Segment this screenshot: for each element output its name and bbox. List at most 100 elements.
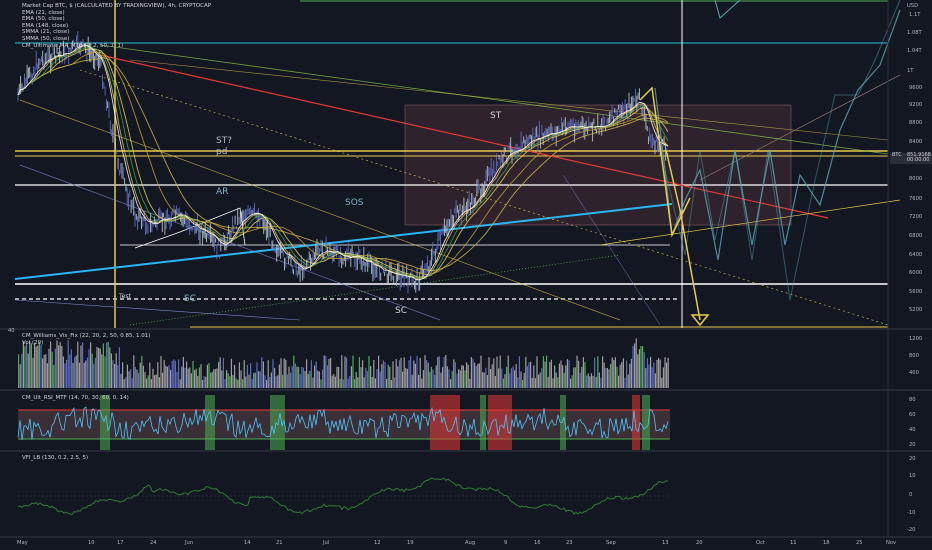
volume-bar <box>558 363 560 388</box>
red-resistance-trendline <box>99 54 829 219</box>
volume-bar <box>627 374 629 388</box>
volume-bar <box>302 367 304 388</box>
legend-line-6[interactable]: CM_Ultimate_MA_MTF (1, 2, 50, 7, 1) <box>22 42 124 49</box>
volume-bar <box>218 362 220 388</box>
volume-bar <box>26 342 28 388</box>
volume-bar <box>240 370 242 388</box>
volume-bar <box>650 356 652 388</box>
volume-bar <box>318 371 320 388</box>
volume-bar <box>491 364 493 388</box>
volume-bar <box>208 362 210 388</box>
time-tick: 23 <box>566 540 573 546</box>
volume-bar <box>278 364 280 388</box>
rsi-signal-bar <box>205 395 215 450</box>
volume-bar <box>317 370 319 388</box>
volume-bar <box>142 365 144 388</box>
volume-bar <box>435 365 437 388</box>
volume-bar <box>325 356 327 388</box>
time-tick: 20 <box>696 540 703 546</box>
volume-bar <box>595 376 597 388</box>
volume-bar <box>488 357 490 388</box>
volume-bar <box>222 357 224 388</box>
volume-bar <box>634 343 636 388</box>
price-axis-currency[interactable]: USD <box>907 3 919 9</box>
vixfix-label[interactable]: CM_Williams_Vix_Fix (22, 20, 2, 50, 0.85… <box>22 333 151 339</box>
time-tick: 9 <box>504 540 508 546</box>
volume-bar <box>118 347 120 388</box>
volume-bar <box>227 373 229 388</box>
volume-bar <box>258 371 260 388</box>
volume-bar <box>267 360 269 388</box>
volume-label[interactable]: Vol (20) <box>22 340 44 346</box>
volume-bar <box>18 354 20 388</box>
moving-averages <box>17 44 669 281</box>
volume-bar <box>280 358 282 388</box>
legend-line-4[interactable]: SMMA (21, close) <box>22 29 70 36</box>
volume-bar <box>470 357 472 388</box>
label-pd: pd <box>216 147 227 157</box>
volume-bar <box>626 360 628 388</box>
label-sc-2: SC <box>395 306 407 316</box>
volume-bar <box>414 363 416 388</box>
volume-bar <box>434 375 436 388</box>
volume-bar <box>30 343 32 388</box>
legend-title[interactable]: Market Cap BTC, $ (CALCULATED BY TRADING… <box>22 3 212 9</box>
volume-bar <box>109 347 111 388</box>
volume-bar <box>152 368 154 388</box>
projection-yellow-1 <box>639 86 691 238</box>
time-tick: 17 <box>117 540 124 546</box>
volume-bar <box>395 359 397 388</box>
yellow-channel-line-1 <box>129 59 889 141</box>
volume-bar <box>314 365 316 388</box>
volume-bar <box>603 362 605 388</box>
volume-bar <box>194 370 196 388</box>
volume-bar <box>379 371 381 388</box>
volume-bar <box>422 370 424 388</box>
volume-bar <box>254 372 256 388</box>
volume-bar <box>590 373 592 388</box>
volume-bar <box>66 360 68 388</box>
volume-bar <box>421 378 423 388</box>
volume-bar <box>106 342 108 388</box>
current-price-tag[interactable]: BTC 851.9168 00:00:00 <box>890 152 932 164</box>
volume-bar <box>138 372 140 388</box>
legend-line-1[interactable]: EMA (21, close) <box>22 9 65 16</box>
volume-bar <box>523 372 525 388</box>
volume-bar <box>67 340 69 388</box>
volume-bar <box>483 372 485 388</box>
volume-bar <box>515 364 517 388</box>
volume-bar <box>376 369 378 388</box>
volume-bar <box>107 341 109 388</box>
volume-bar <box>658 357 660 388</box>
legend-line-2[interactable]: EMA (50, close) <box>22 16 65 23</box>
volume-bar <box>600 377 602 388</box>
legend-line-3[interactable]: EMA (148, close) <box>22 22 69 29</box>
rsi-label[interactable]: CM_Ult_RSI_MTF (14, 70, 30, 60, 0, 14) <box>22 395 129 401</box>
price-tick: 6000 <box>909 270 923 276</box>
volume-bar <box>34 342 36 388</box>
volume-bar <box>38 341 40 388</box>
label-st-question: ST? <box>216 136 232 146</box>
volume-bar <box>501 368 503 388</box>
projection-top <box>714 0 741 19</box>
label-ar: AR <box>216 187 228 197</box>
volume-bar <box>448 369 450 388</box>
volume-bar <box>477 363 479 388</box>
vfi-label[interactable]: VFI_LB (130, 0.2, 2.5, 5) <box>22 455 89 461</box>
volume-bar <box>74 357 76 388</box>
vfi-line <box>17 477 669 516</box>
volume-bar <box>381 364 383 388</box>
volume-bar <box>544 361 546 388</box>
volume-bar <box>520 371 522 388</box>
volume-tick: 1200 <box>909 336 923 342</box>
volume-bar <box>226 370 228 388</box>
volume-bar <box>622 358 624 388</box>
legend-line-5[interactable]: SMMA (50, close) <box>22 35 70 42</box>
volume-bar <box>120 373 122 388</box>
volume-bar <box>549 361 551 388</box>
volume-bar <box>416 355 418 388</box>
volume-bar <box>451 371 453 388</box>
volume-bar <box>296 366 298 388</box>
volume-bar <box>365 367 367 388</box>
